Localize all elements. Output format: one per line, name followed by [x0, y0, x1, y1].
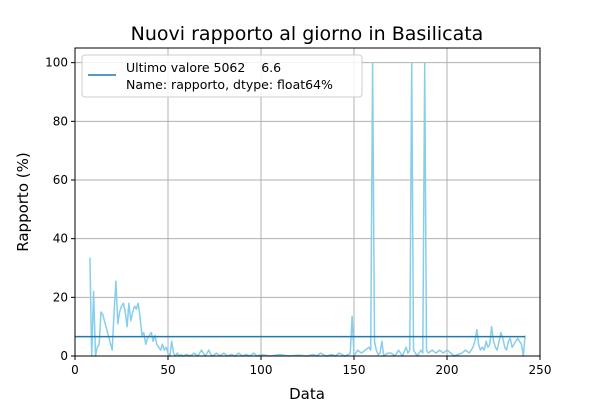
y-tick-label: 60	[53, 173, 68, 187]
y-tick-label: 0	[60, 349, 68, 363]
x-tick-label: 200	[436, 363, 459, 377]
legend-line-2: Name: rapporto, dtype: float64%	[126, 77, 333, 92]
x-tick-label: 100	[250, 363, 273, 377]
x-tick-label: 150	[343, 363, 366, 377]
series-layer	[75, 61, 526, 357]
legend-box	[81, 54, 363, 98]
y-tick-label: 20	[53, 290, 68, 304]
x-axis-label: Data	[289, 385, 325, 400]
x-tick-label: 0	[71, 363, 79, 377]
y-tick-label: 80	[53, 114, 68, 128]
x-tick-label: 250	[529, 363, 552, 377]
y-axis-label: Rapporto (%)	[14, 152, 32, 251]
legend-line-1: Ultimo valore 5062 6.6	[126, 60, 281, 75]
y-tick-label: 100	[45, 56, 68, 70]
y-tick-label: 40	[53, 232, 68, 246]
series-line	[89, 61, 526, 357]
axis-ticks: 0 50 100 150 200 250 0 20 40 60 80 100	[45, 56, 551, 377]
x-tick-label: 50	[160, 363, 175, 377]
legend: Ultimo valore 5062 6.6 Name: rapporto, d…	[81, 54, 363, 98]
grid	[74, 48, 541, 357]
chart-title: Nuovi rapporto al giorno in Basilicata	[131, 23, 484, 45]
plot-frame	[74, 47, 541, 357]
